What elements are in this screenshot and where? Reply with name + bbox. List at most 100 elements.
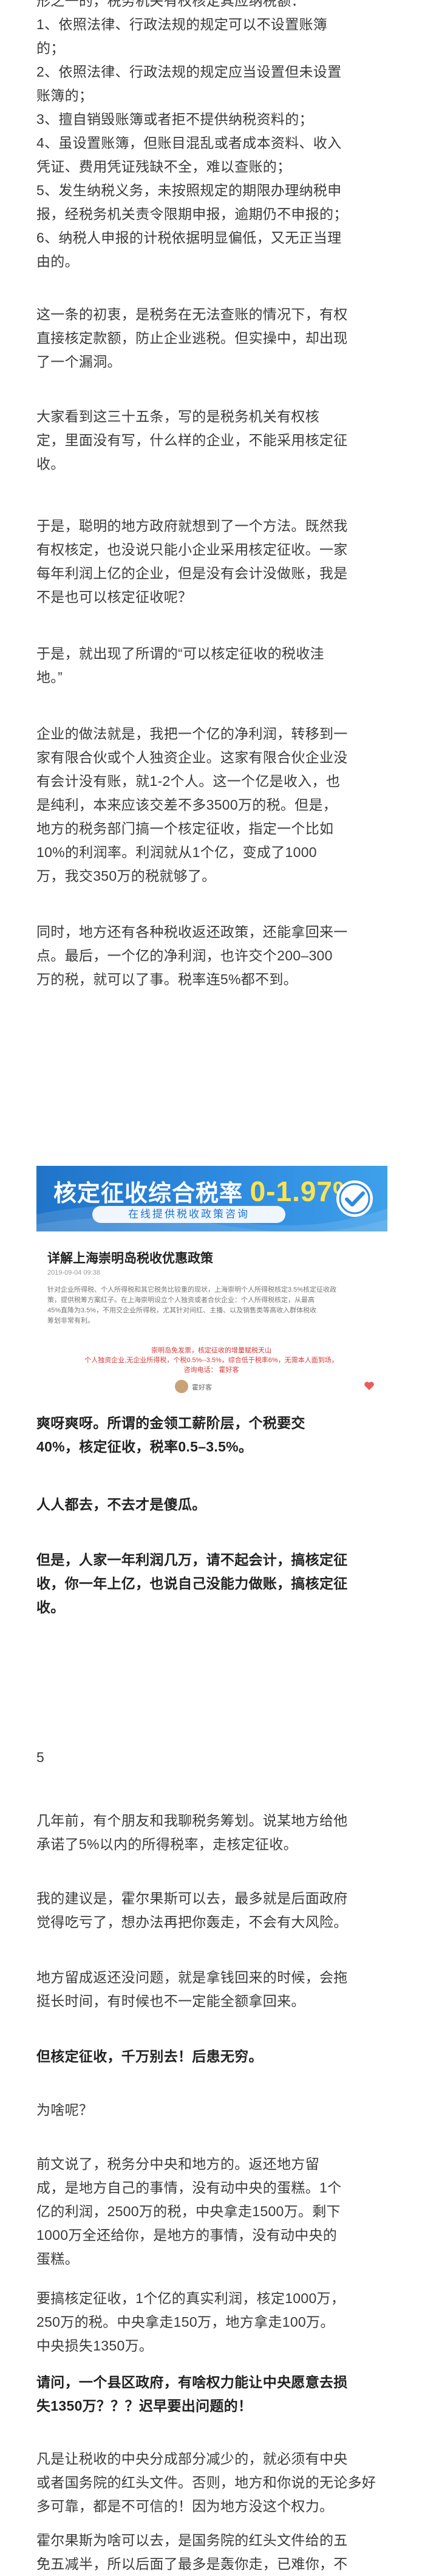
text-line: 由的。: [36, 253, 79, 269]
text-line: 账簿的；: [36, 88, 94, 103]
text-line: 有权核定，也没说只能小企业采用核定征收。一家: [36, 542, 348, 557]
text-line: 咨询电话： 霍好客: [183, 1366, 239, 1374]
paragraph-shuang: 爽呀爽呀。所谓的金领工薪阶层，个税要交 40%，核定征收，税率0.5–3.5%。: [36, 1411, 387, 1459]
article-promo-note: 崇明岛免发票，核定征收的增量赋税天山 个人独资企业,无企业所得税，个税0.5%--…: [47, 1346, 375, 1375]
text-line: 万，我交350万的税就够了。: [36, 868, 216, 884]
banner-title-text: 核定征收综合税率: [53, 1181, 243, 1207]
text-line: 直接核定款额，防止企业逃税。但实操中，却出现: [36, 330, 348, 346]
avatar: [175, 1380, 188, 1393]
text-line: 凭证、费用凭证残缺不全，难以查账的；: [36, 159, 291, 174]
text-line: 爽呀爽呀。所谓的金领工薪阶层，个税要交: [36, 1415, 305, 1431]
text-line: 但是，人家一年利润几万，请不起会计，搞核定征: [36, 1552, 348, 1568]
text-line: 有会计没有账，就1-2个人。这一个亿是收入，也: [36, 773, 341, 789]
tax-rules-list: 形之一的，税务机关有权核定其应纳税额： 1、依照法律、行政法规的规定可以不设置账簿…: [36, 0, 387, 274]
text-line: 形之一的，税务机关有权核定其应纳税额：: [36, 0, 305, 9]
text-line: 地。”: [36, 669, 63, 685]
text-line: 5、发生纳税义务，未按照规定的期限办理纳税申: [36, 182, 342, 198]
text-line: 于是，就出现了所谓的“可以核定征收的税收洼: [36, 646, 324, 661]
paragraph-khorgas: 霍尔果斯为啥可以去，是国务院的红头文件给的五 免五减半，所以后面了最多是轰你走，已…: [36, 2529, 387, 2576]
text-line: 个人独资企业,无企业所得税，个税0.5%--3.5%，综合低于税率6%，无需本人…: [84, 1357, 338, 1364]
text-line: 万的税，就可以了事。税率连5%都不到。: [36, 971, 298, 987]
text-line: 定，里面没有写，什么样的企业，不能采用核定征: [36, 432, 348, 448]
text-line: 3、擅自销毁账簿或者拒不提供纳税资料的；: [36, 111, 313, 127]
text-line: 蛋糕。: [36, 2251, 79, 2267]
text-line: 霍尔果斯为啥可以去，是国务院的红头文件给的五: [36, 2532, 348, 2548]
text-line: 的；: [36, 40, 65, 56]
article-date: 2019-09-04 09:38: [47, 1269, 100, 1276]
text-line: 于是，聪明的地方政府就想到了一个方法。既然我: [36, 518, 348, 534]
text-line: 筹划非常有利。: [47, 1317, 94, 1324]
paragraph-calculation: 要搞核定征收，1个亿的真实利润，核定1000万， 250万的税。中央拿走150万，…: [36, 2287, 387, 2358]
heart-icon[interactable]: [363, 1380, 375, 1392]
paragraph-tax-split: 前文说了，税务分中央和地方的。返还地方留 成，是地方自己的事情，没有动中央的蛋糕。…: [36, 2152, 387, 2271]
paragraph-question: 请问，一个县区政府，有啥权力能让中央愿意去损 失1350万？？？迟早要出问题的！: [36, 2371, 387, 2418]
text-line: 亿的利润，2500万的税，中央拿走1500万。剩下: [36, 2203, 341, 2219]
text-line: 收。: [36, 456, 65, 472]
article-page: 形之一的，税务机关有权核定其应纳税额： 1、依照法律、行政法规的规定可以不设置账簿…: [36, 0, 387, 2572]
text-line: 挺长时间，有时候也不一定能全额拿回来。: [36, 1993, 305, 2009]
text-line: 我的建议是，霍尔果斯可以去，最多就是后面政府: [36, 1890, 348, 1906]
tax-rate-banner[interactable]: 核定征收综合税率 0-1.97% 在线提供税收政策咨询: [36, 1166, 387, 1231]
text-line: 报，经税务机关责令限期申报，逾期仍不申报的；: [36, 206, 348, 222]
text-line: 每年利润上亿的企业，但是没有会计没做账，我是: [36, 565, 348, 581]
text-line: 10%的利润率。利润就从1个亿，变成了1000: [36, 844, 317, 860]
text-line: 觉得吃亏了，想办法再把你轰走，不会有大风险。: [36, 1914, 348, 1930]
text-line: 了一个漏洞。: [36, 354, 121, 370]
text-line: 点。最后，一个亿的净利润，也许交个200–300: [36, 948, 333, 963]
banner-subtitle: 在线提供税收政策咨询: [92, 1206, 285, 1223]
text-line: 家有限合伙或个人独资企业。这家有限合伙企业没: [36, 749, 348, 765]
paragraph-friend: 几年前，有个朋友和我聊税务筹划。说某地方给他 承诺了5%以内的所得税率，走核定征收…: [36, 1809, 387, 1856]
banner-title: 核定征收综合税率 0-1.97%: [53, 1174, 358, 1208]
text-line: 6、纳税人申报的计税依据明显偏低，又无正当理: [36, 230, 342, 246]
text-line: 前文说了，税务分中央和地方的。返还地方留: [36, 2156, 319, 2172]
paragraph-return: 地方留成返还没问题，就是拿钱回来的时候，会拖 挺长时间，有时候也不一定能全额拿回来…: [36, 1966, 387, 2013]
text-line: 1000万全还给你，是地方的事情，没有动中央的: [36, 2227, 338, 2243]
paragraph-documents: 凡是让税收的中央分成部分减少的，就必须有中央或者国务院的红头文件。否则，地方和你…: [36, 2447, 387, 2518]
text-line: 地方留成返还没问题，就是拿钱回来的时候，会拖: [36, 1969, 348, 1985]
text-line: 中央损失1350万。: [36, 2338, 154, 2354]
text-line: 是纯利，本来应该交差不多3500万的税。但是，: [36, 797, 338, 813]
checkmark-icon: [336, 1180, 373, 1217]
text-line: 收。: [36, 1599, 65, 1615]
paragraph-local-government: 于是，聪明的地方政府就想到了一个方法。既然我 有权核定，也没说只能小企业采用核定征…: [36, 514, 387, 609]
text-line: 这一条的初衷，是税务在无法查账的情况下，有权: [36, 306, 348, 322]
article-author: 霍好客: [192, 1384, 212, 1391]
text-line: 几年前，有个朋友和我聊税务筹划。说某地方给他: [36, 1813, 348, 1828]
paragraph-intent: 这一条的初衷，是税务在无法查账的情况下，有权 直接核定款额，防止企业逃税。但实操中…: [36, 303, 387, 374]
text-line: 地方的税务部门搞一个核定征收，指定一个比如: [36, 821, 334, 836]
text-line: 承诺了5%以内的所得税率，走核定征收。: [36, 1836, 298, 1852]
text-line: 不是也可以核定征收呢？: [36, 589, 192, 605]
paragraph-but: 但是，人家一年利润几万，请不起会计，搞核定征 收，你一年上亿，也说自己没能力做账，…: [36, 1548, 387, 1619]
text-line: 请问，一个县区政府，有啥权力能让中央愿意去损: [36, 2374, 348, 2390]
text-line: 4、虽设置账簿，但账目混乱或者成本资料、收入: [36, 135, 342, 151]
text-line: 1、依照法律、行政法规的规定可以不设置账簿: [36, 16, 328, 32]
text-line: 或者国务院的红头文件。否则，地方和你说的无论多好: [36, 2474, 376, 2490]
text-line: 但核定征收，千万别去！后患无穷。: [36, 2048, 263, 2064]
text-line: 40%，核定征收，税率0.5–3.5%。: [36, 1439, 253, 1455]
text-line: 收，你一年上亿，也说自己没能力做账，搞核定征: [36, 1576, 348, 1591]
paragraph-article35: 大家看到这三十五条，写的是税务机关有权核定，里面没有写，什么样的企业，不能采用核…: [36, 405, 387, 476]
section-number: 5: [36, 1749, 44, 1765]
text-line: 针对企业所得税、个人所得税和其它税务比较重的现状，上海崇明个人所得税核定3.5%…: [47, 1286, 337, 1293]
paragraph-why: 为啥呢？: [36, 2098, 387, 2122]
paragraph-tax-haven: 于是，就出现了所谓的“可以核定征收的税收洼 地。”: [36, 642, 387, 689]
article-title: 详解上海崇明岛税收优惠政策: [47, 1252, 213, 1266]
text-line: 要搞核定征收，1个亿的真实利润，核定1000万，: [36, 2290, 345, 2306]
text-line: 多可靠，都是不可信的！因为地方没这个权力。: [36, 2498, 334, 2514]
paragraph-practice: 企业的做法就是，我把一个亿的净利润，转移到一 家有限合伙或个人独资企业。这家有限合…: [36, 722, 387, 888]
text-line: 2、依照法律、行政法规的规定应当设置但未设置: [36, 64, 342, 80]
text-line: 策，提供税筹方案红子。在上海崇明设立个人独资或者合伙企业：个人所得税核定，从最高: [47, 1297, 315, 1304]
text-line: 凡是让税收的中央分成部分减少的，就必须有中央: [36, 2451, 348, 2467]
text-line: 为啥呢？: [36, 2102, 94, 2118]
text-line: 免五减半，所以后面了最多是轰你走，已难你，不: [36, 2556, 348, 2572]
text-line: 人人都去，不去才是傻瓜。: [36, 1496, 206, 1512]
text-line: 大家看到这三十五条，写的是税务机关有权核: [36, 408, 319, 424]
article-summary: 针对企业所得税、个人所得税和其它税务比较重的现状，上海崇明个人所得税核定3.5%…: [47, 1285, 375, 1326]
article-card[interactable]: 详解上海崇明岛税收优惠政策 2019-09-04 09:38 针对企业所得税、个…: [36, 1242, 387, 1404]
paragraph-warning: 但核定征收，千万别去！后患无穷。: [36, 2045, 387, 2068]
paragraph-everyone: 人人都去，不去才是傻瓜。: [36, 1493, 387, 1517]
text-line: 失1350万？？？迟早要出问题的！: [36, 2398, 253, 2414]
text-line: 250万的税。中央拿走150万，地方拿走100万。: [36, 2314, 335, 2330]
paragraph-rebate: 同时，地方还有各种税收返还政策，还能拿回来一 点。最后，一个亿的净利润，也许交个2…: [36, 920, 387, 991]
paragraph-advice: 我的建议是，霍尔果斯可以去，最多就是后面政府 觉得吃亏了，想办法再把你轰走，不会有…: [36, 1887, 387, 1934]
